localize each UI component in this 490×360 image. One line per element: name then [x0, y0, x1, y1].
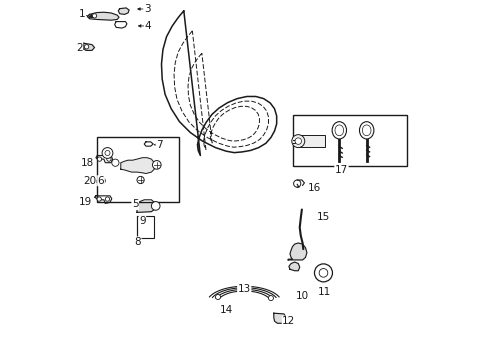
Bar	[293, 115, 407, 166]
Text: 9: 9	[139, 216, 146, 226]
Text: 17: 17	[335, 165, 348, 175]
Text: 20: 20	[83, 176, 96, 186]
Circle shape	[105, 150, 110, 156]
Circle shape	[269, 296, 273, 301]
Circle shape	[292, 135, 305, 148]
Bar	[97, 137, 179, 202]
Circle shape	[92, 14, 97, 18]
Text: 12: 12	[282, 316, 295, 326]
Circle shape	[315, 264, 333, 282]
Text: 5: 5	[132, 199, 139, 210]
Circle shape	[151, 202, 160, 210]
Circle shape	[97, 197, 101, 201]
Text: 3: 3	[144, 4, 150, 14]
Bar	[137, 216, 154, 238]
Text: 2: 2	[76, 42, 83, 53]
Text: 15: 15	[317, 212, 330, 222]
Polygon shape	[288, 243, 307, 260]
Circle shape	[295, 138, 301, 144]
Circle shape	[107, 157, 111, 161]
Text: 7: 7	[156, 140, 163, 150]
Circle shape	[112, 159, 119, 166]
Polygon shape	[274, 313, 286, 323]
Polygon shape	[137, 200, 156, 212]
Circle shape	[84, 45, 89, 49]
Text: 4: 4	[145, 21, 151, 31]
Text: 16: 16	[308, 183, 321, 193]
Text: 11: 11	[318, 287, 332, 297]
Circle shape	[152, 161, 161, 169]
Text: 13: 13	[238, 284, 251, 294]
Polygon shape	[118, 8, 129, 14]
Circle shape	[102, 148, 113, 158]
Circle shape	[216, 294, 220, 300]
Circle shape	[99, 178, 105, 184]
Ellipse shape	[360, 122, 374, 139]
Ellipse shape	[363, 125, 371, 136]
Polygon shape	[84, 43, 95, 50]
Polygon shape	[95, 196, 112, 203]
Circle shape	[137, 176, 144, 184]
Text: 18: 18	[81, 158, 94, 168]
Polygon shape	[121, 158, 154, 174]
Polygon shape	[115, 22, 127, 28]
Text: 8: 8	[134, 237, 141, 247]
Circle shape	[86, 177, 93, 184]
Circle shape	[319, 269, 328, 277]
Text: 10: 10	[296, 291, 309, 301]
Circle shape	[105, 197, 110, 201]
Circle shape	[294, 180, 301, 187]
Polygon shape	[87, 12, 119, 20]
Text: 14: 14	[220, 305, 233, 315]
Polygon shape	[289, 262, 300, 271]
Circle shape	[98, 157, 102, 161]
Ellipse shape	[332, 122, 346, 139]
Text: 6: 6	[98, 176, 104, 186]
Text: 19: 19	[79, 197, 93, 207]
Polygon shape	[96, 156, 113, 163]
Bar	[298, 135, 325, 147]
Text: 1: 1	[79, 9, 86, 19]
Ellipse shape	[335, 125, 343, 136]
